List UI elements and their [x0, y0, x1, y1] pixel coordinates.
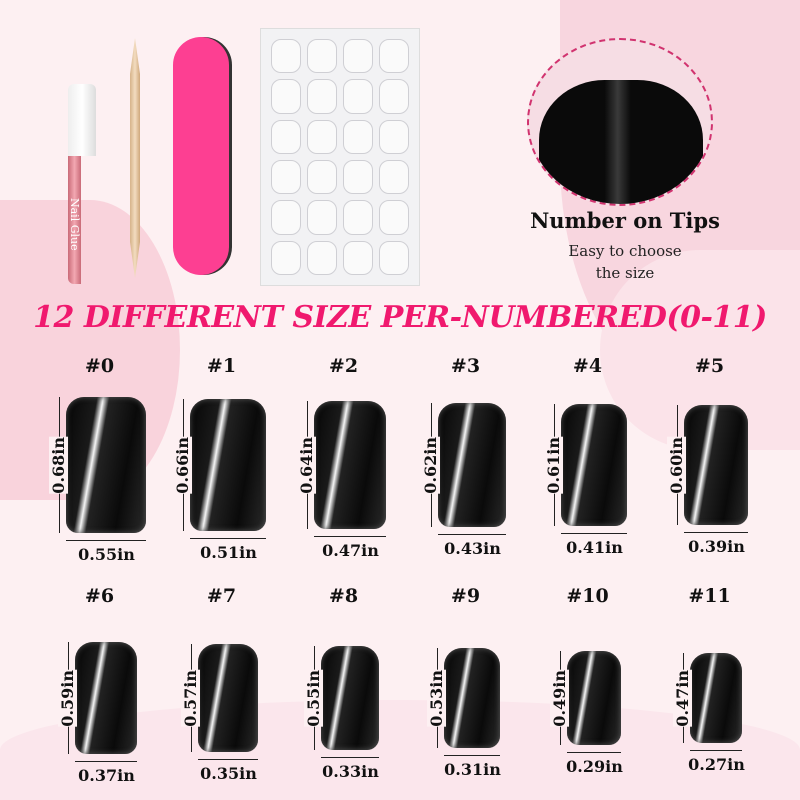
height-label: 0.47in — [673, 670, 692, 727]
nail-tip — [75, 641, 137, 755]
width-dimension-line — [75, 761, 137, 763]
size-number: #11 — [688, 585, 731, 607]
nail-tip — [561, 404, 627, 526]
height-label: 0.64in — [297, 437, 316, 494]
nail-tip — [198, 643, 258, 753]
size-number: #7 — [206, 585, 237, 607]
width-label: 0.47in — [322, 541, 379, 560]
height-label: 0.53in — [427, 670, 446, 727]
size-number: #1 — [206, 355, 237, 377]
width-dimension-line — [321, 757, 379, 759]
cuticle-stick — [130, 38, 140, 278]
height-label: 0.57in — [181, 670, 200, 727]
nail-tip — [444, 647, 500, 749]
tip-number-closeup — [527, 38, 713, 206]
width-dimension-line — [314, 536, 386, 537]
size-number: #6 — [84, 585, 115, 607]
nail-tip — [567, 651, 621, 745]
height-label: 0.61in — [544, 437, 563, 494]
width-label: 0.43in — [444, 539, 501, 558]
width-label: 0.41in — [566, 538, 623, 557]
nail-tip — [438, 403, 506, 527]
glue-label: Nail Glue — [68, 156, 81, 284]
nail-glue-tube: Nail Glue — [68, 84, 96, 284]
nail-file — [173, 37, 229, 275]
size-number: #5 — [694, 355, 725, 377]
width-dimension-line — [66, 540, 146, 541]
width-dimension-line — [567, 751, 621, 753]
size-number: #2 — [328, 355, 359, 377]
subtitle-line: the size — [595, 264, 655, 282]
width-label: 0.33in — [322, 762, 379, 782]
width-label: 0.39in — [688, 537, 745, 556]
width-dimension-line — [190, 538, 266, 539]
nail-tip — [690, 653, 742, 743]
width-label: 0.31in — [444, 760, 501, 780]
nail-tip — [314, 401, 386, 529]
width-label: 0.27in — [688, 754, 745, 774]
height-label: 0.49in — [550, 670, 569, 727]
adhesive-tabs-sheet — [260, 28, 420, 286]
subtitle-line: Easy to choose — [568, 242, 682, 260]
width-label: 0.55in — [78, 545, 135, 564]
width-dimension-line — [444, 755, 500, 757]
size-number: #9 — [450, 585, 481, 607]
height-label: 0.59in — [58, 670, 77, 727]
size-number: #3 — [450, 355, 481, 377]
width-label: 0.37in — [78, 766, 135, 786]
size-number: #8 — [328, 585, 359, 607]
height-label: 0.62in — [421, 437, 440, 494]
size-number: #0 — [84, 355, 115, 377]
nail-tip — [684, 405, 748, 525]
width-dimension-line — [561, 533, 627, 534]
width-dimension-line — [198, 759, 258, 761]
nail-tip — [321, 645, 379, 751]
height-label: 0.68in — [49, 437, 68, 494]
height-label: 0.55in — [304, 670, 323, 727]
width-label: 0.35in — [200, 764, 257, 784]
nail-tip — [66, 397, 146, 533]
size-number: #4 — [572, 355, 603, 377]
glue-cap — [68, 84, 96, 156]
nail-closeup-image — [539, 80, 703, 204]
width-dimension-line — [690, 749, 742, 751]
width-dimension-line — [438, 534, 506, 535]
tip-callout-subtitle: Easy to choose the size — [520, 240, 730, 284]
headline: 12 DIFFERENT SIZE PER-NUMBERED(0-11) — [33, 300, 767, 335]
width-dimension-line — [684, 532, 748, 533]
height-label: 0.66in — [173, 437, 192, 494]
width-label: 0.51in — [200, 543, 257, 562]
height-label: 0.60in — [667, 437, 686, 494]
size-number: #10 — [566, 585, 609, 607]
width-label: 0.29in — [566, 756, 623, 776]
tip-callout-title: Number on Tips — [530, 208, 720, 233]
nail-tip — [190, 399, 266, 531]
